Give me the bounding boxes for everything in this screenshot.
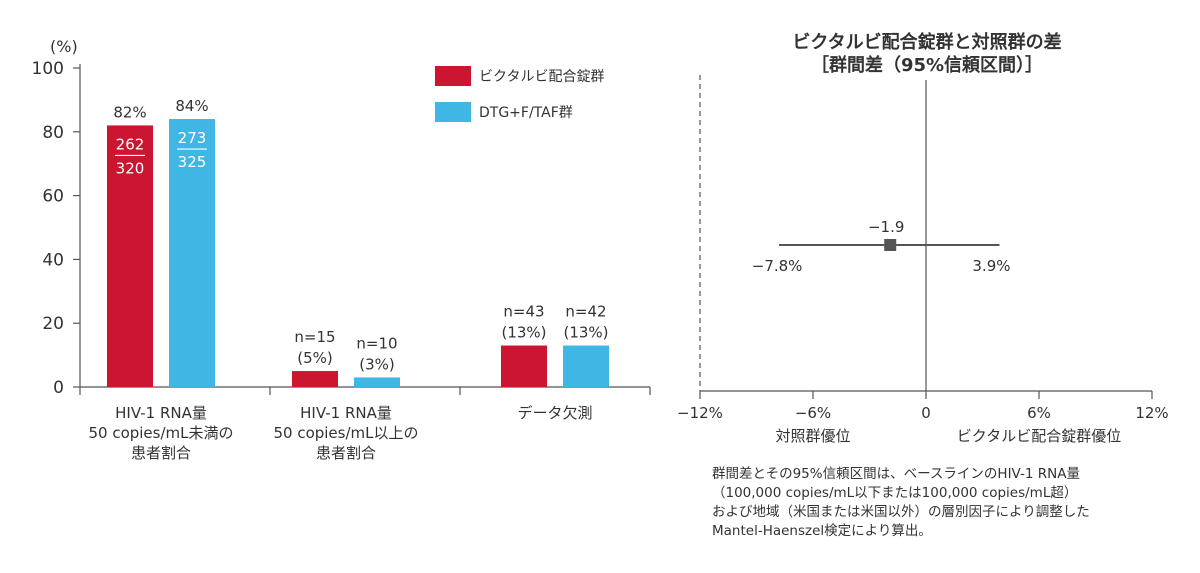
bar <box>107 125 153 388</box>
y-tick-label: 100 <box>32 59 64 79</box>
legend-label: DTG+F/TAF群 <box>479 105 573 121</box>
data-label: 84% <box>175 97 208 115</box>
data-label: (5%) <box>297 349 333 367</box>
bar <box>563 345 609 387</box>
y-tick-label: 80 <box>42 123 64 143</box>
data-label: 82% <box>113 103 146 121</box>
legend-label: ビクタルビ配合錠群 <box>479 69 604 85</box>
forest-x-tick-label: 6% <box>1027 404 1051 422</box>
footnote-line: Mantel-Haenszel検定により算出。 <box>712 523 932 539</box>
bar <box>169 119 215 387</box>
category-label: HIV-1 RNA量 <box>300 404 392 422</box>
forest-title: ビクタルビ配合錠群と対照群の差 <box>792 31 1061 53</box>
point-estimate-label: −1.9 <box>868 218 904 236</box>
y-tick-label: 0 <box>53 378 64 398</box>
data-label: n=10 <box>356 334 397 352</box>
inside-numerator: 262 <box>116 135 145 153</box>
bar <box>292 371 338 387</box>
legend-swatch <box>435 66 471 86</box>
point-estimate-marker <box>884 239 897 251</box>
legend-swatch <box>435 102 471 122</box>
forest-x-tick-label: −12% <box>677 404 723 422</box>
left-favors-label: 対照群優位 <box>775 427 850 445</box>
inside-denominator: 320 <box>116 159 145 177</box>
inside-denominator: 325 <box>178 153 207 171</box>
ci-lower-label: −7.8% <box>752 257 803 275</box>
category-label: 患者割合 <box>316 444 376 462</box>
y-axis-unit: (%) <box>50 37 78 56</box>
forest-subtitle: ［群間差（95%信頼区間）］ <box>811 54 1043 76</box>
y-tick-label: 40 <box>42 250 64 270</box>
forest-x-tick-label: −6% <box>795 404 831 422</box>
footnote: 群間差とその95%信頼区間は、ベースラインのHIV-1 RNA量 （100,00… <box>712 465 1182 541</box>
data-label: n=15 <box>294 328 335 346</box>
forest-x-tick-label: 0 <box>921 404 931 422</box>
category-label: HIV-1 RNA量 <box>115 404 207 422</box>
category-label: データ欠測 <box>517 404 592 422</box>
footnote-line: および地域（米国または米国以外）の層別因子により調整した <box>712 504 1090 520</box>
inside-numerator: 273 <box>178 129 207 147</box>
bar <box>354 377 400 387</box>
y-tick-label: 20 <box>42 314 64 334</box>
data-label: n=42 <box>565 303 606 321</box>
footnote-line: （100,000 copies/mL以下または100,000 copies/mL… <box>712 485 1078 501</box>
bar <box>501 345 547 387</box>
category-label: 50 copies/mL未満の <box>88 424 233 442</box>
data-label: (13%) <box>563 324 608 342</box>
footnote-line: 群間差とその95%信頼区間は、ベースラインのHIV-1 RNA量 <box>712 466 1080 482</box>
category-label: 50 copies/mL以上の <box>273 424 418 442</box>
data-label: (3%) <box>359 355 395 373</box>
y-tick-label: 60 <box>42 187 64 207</box>
ci-upper-label: 3.9% <box>972 257 1010 275</box>
category-label: 患者割合 <box>131 444 191 462</box>
right-favors-label: ビクタルビ配合錠群優位 <box>957 427 1121 445</box>
data-label: (13%) <box>501 324 546 342</box>
forest-x-tick-label: 12% <box>1135 404 1168 422</box>
data-label: n=43 <box>503 303 544 321</box>
